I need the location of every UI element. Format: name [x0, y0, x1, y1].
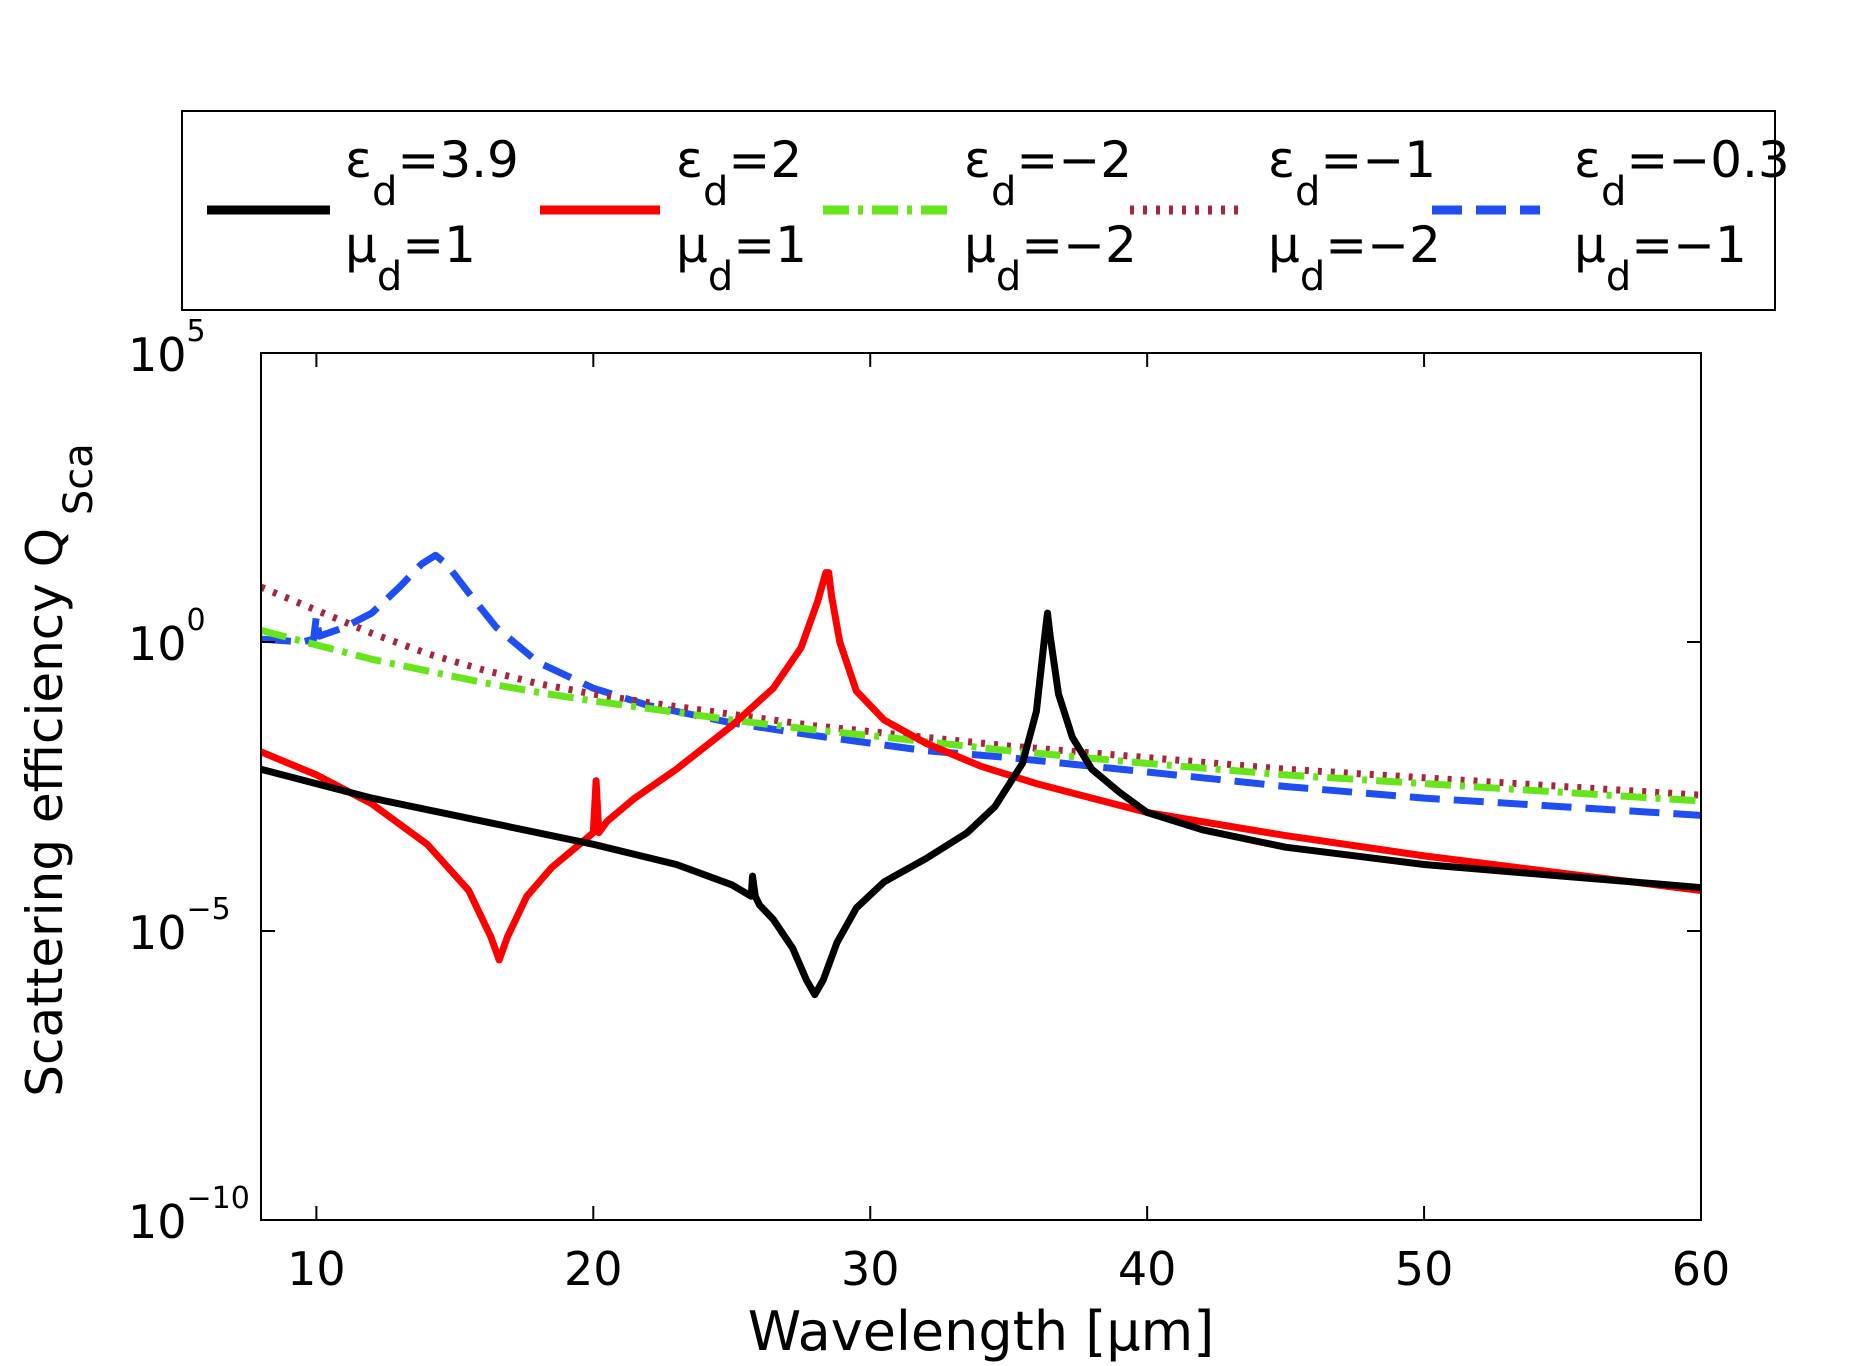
series-line-eps-0.3_mu-1: [261, 551, 1701, 819]
legend-eps-label: εd=2: [676, 131, 802, 215]
y-axis-label: Scattering efficiency Q Sca: [16, 443, 102, 1096]
x-tick-label: 50: [1395, 1242, 1454, 1296]
legend-mu-label: μd=−2: [964, 216, 1137, 300]
series-line-eps-1_mu-2: [261, 583, 1701, 799]
y-tick-label: 105: [128, 314, 206, 382]
legend-mu-label: μd=−1: [1574, 216, 1747, 300]
legend-eps-label: εd=3.9: [345, 131, 519, 215]
series-layer: [261, 551, 1701, 999]
x-tick-label: 10: [287, 1242, 346, 1296]
legend-mu-label: μd=1: [676, 216, 807, 300]
plot-frame: [260, 352, 1702, 1221]
legend-box: [181, 110, 1776, 311]
x-tick-label: 40: [1118, 1242, 1177, 1296]
legend: εd=3.9μd=1εd=2μd=1εd=−2μd=−2εd=−1μd=−2εd…: [181, 110, 1790, 311]
legend-eps-label: εd=−1: [1268, 131, 1436, 215]
x-axis-label: Wavelength [μm]: [748, 1300, 1215, 1363]
legend-mu-label: μd=1: [345, 216, 476, 300]
x-tick-label: 60: [1672, 1242, 1731, 1296]
x-tick-label: 30: [841, 1242, 900, 1296]
legend-mu-label: μd=−2: [1268, 216, 1441, 300]
y-tick-label: 10−10: [128, 1181, 250, 1249]
y-tick-label: 10−5: [128, 892, 231, 960]
series-line-eps2_mu1: [261, 569, 1701, 964]
legend-eps-label: εd=−0.3: [1574, 131, 1790, 215]
series-line-eps3.9_mu1: [261, 609, 1701, 999]
series-line-eps-2_mu-2: [261, 627, 1701, 805]
legend-eps-label: εd=−2: [964, 131, 1132, 215]
x-tick-label: 20: [564, 1242, 623, 1296]
axes: 10 20 30 40 50 60 105 100 10−5 10−10 Wavelength [μ…: [16, 314, 1730, 1363]
y-tick-label: 100: [128, 603, 206, 671]
